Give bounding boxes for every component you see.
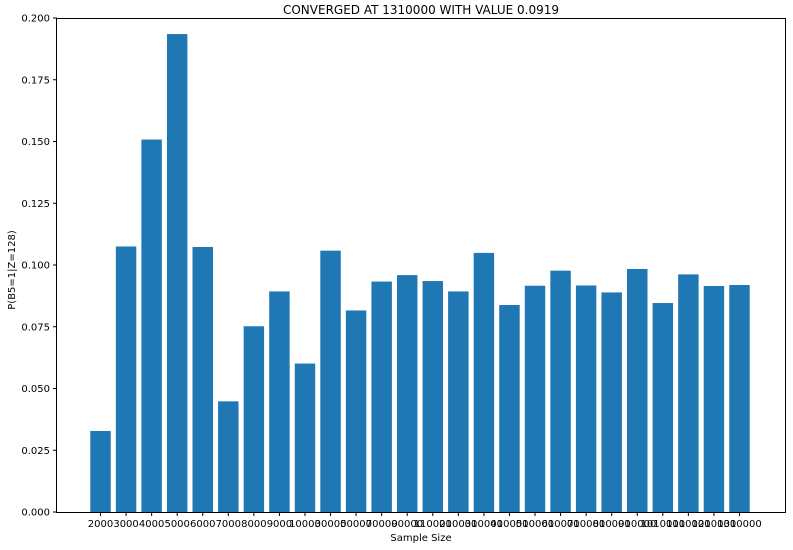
bar-90000 — [396, 275, 418, 512]
x-tick-label: 1310000 — [717, 519, 762, 530]
bar-9000 — [269, 291, 290, 512]
x-tick-label: 110000 — [414, 519, 452, 530]
x-tick-label: 5000 — [164, 519, 189, 530]
bar-810000 — [601, 292, 622, 512]
x-tick-label: 7000 — [216, 519, 241, 530]
y-tick-label: 0.050 — [21, 384, 50, 395]
y-axis-label: P(B5=1|Z=128) — [7, 230, 18, 310]
x-tick-label: 710000 — [567, 519, 605, 530]
x-tick-label: 70000 — [366, 519, 398, 530]
x-tick-label: 9000 — [267, 519, 292, 530]
bar-30000 — [320, 250, 341, 512]
bar-4000 — [141, 139, 162, 513]
y-tick-label: 0.200 — [21, 14, 50, 25]
x-tick-label: 6000 — [190, 519, 215, 530]
y-tick-label: 0.000 — [21, 508, 50, 519]
x-tick-label: 410000 — [490, 519, 528, 530]
x-tick-label: 3000 — [113, 519, 138, 530]
plot-frame — [56, 18, 786, 513]
x-tick-label: 1210000 — [692, 519, 737, 530]
bar-1110000 — [678, 274, 699, 512]
bar-5000 — [166, 34, 188, 513]
bar-50000 — [345, 310, 367, 512]
y-tick-label: 0.125 — [21, 199, 50, 210]
y-tick-label: 0.100 — [21, 261, 50, 272]
x-axis-label: Sample Size — [390, 533, 451, 544]
bar-910000 — [627, 268, 648, 512]
bar-510000 — [524, 285, 546, 512]
x-tick-label: 8000 — [241, 519, 266, 530]
y-axis: 0.000 0.025 0.050 0.075 0.100 0.125 0.150 0.175… — [21, 14, 57, 519]
x-tick-label: 2000 — [88, 519, 113, 530]
x-tick-label: 310000 — [465, 519, 503, 530]
y-tick-label: 0.025 — [21, 446, 50, 457]
bar-210000 — [448, 291, 469, 512]
y-tick-label: 0.175 — [21, 75, 50, 86]
x-tick-label: 1110000 — [666, 519, 711, 530]
bar-1310000 — [729, 285, 750, 512]
y-tick-label: 0.075 — [21, 322, 50, 333]
bar-1010000 — [652, 303, 674, 512]
x-tick-label: 810000 — [593, 519, 631, 530]
x-tick-label: 510000 — [516, 519, 554, 530]
bar-2000 — [90, 430, 111, 512]
chart-title: CONVERGED AT 1310000 WITH VALUE 0.0919 — [283, 3, 559, 17]
bar-610000 — [550, 270, 571, 512]
x-axis: 2000 3000 4000 5000 6000 7000 8000 900010000300… — [88, 512, 762, 530]
bar-70000 — [371, 281, 392, 512]
bar-3000 — [115, 246, 137, 512]
bar-1210000 — [703, 285, 725, 512]
x-tick-label: 30000 — [315, 519, 347, 530]
x-tick-label: 90000 — [391, 519, 423, 530]
y-tick-label: 0.150 — [21, 137, 50, 148]
bar-710000 — [575, 285, 597, 512]
x-tick-label: 210000 — [439, 519, 477, 530]
bar-7000 — [218, 401, 239, 512]
x-tick-label: 610000 — [541, 519, 579, 530]
x-tick-label: 10000 — [289, 519, 321, 530]
x-tick-label: 910000 — [618, 519, 656, 530]
bar-6000 — [192, 246, 213, 512]
bar-410000 — [499, 305, 520, 512]
x-tick-label: 50000 — [340, 519, 372, 530]
bar-10000 — [294, 363, 316, 512]
bar-310000 — [473, 252, 495, 512]
bar-110000 — [422, 281, 444, 512]
bar-8000 — [243, 326, 265, 512]
bars-group — [90, 34, 750, 513]
x-tick-label: 4000 — [139, 519, 164, 530]
x-tick-label: 1010000 — [641, 519, 686, 530]
